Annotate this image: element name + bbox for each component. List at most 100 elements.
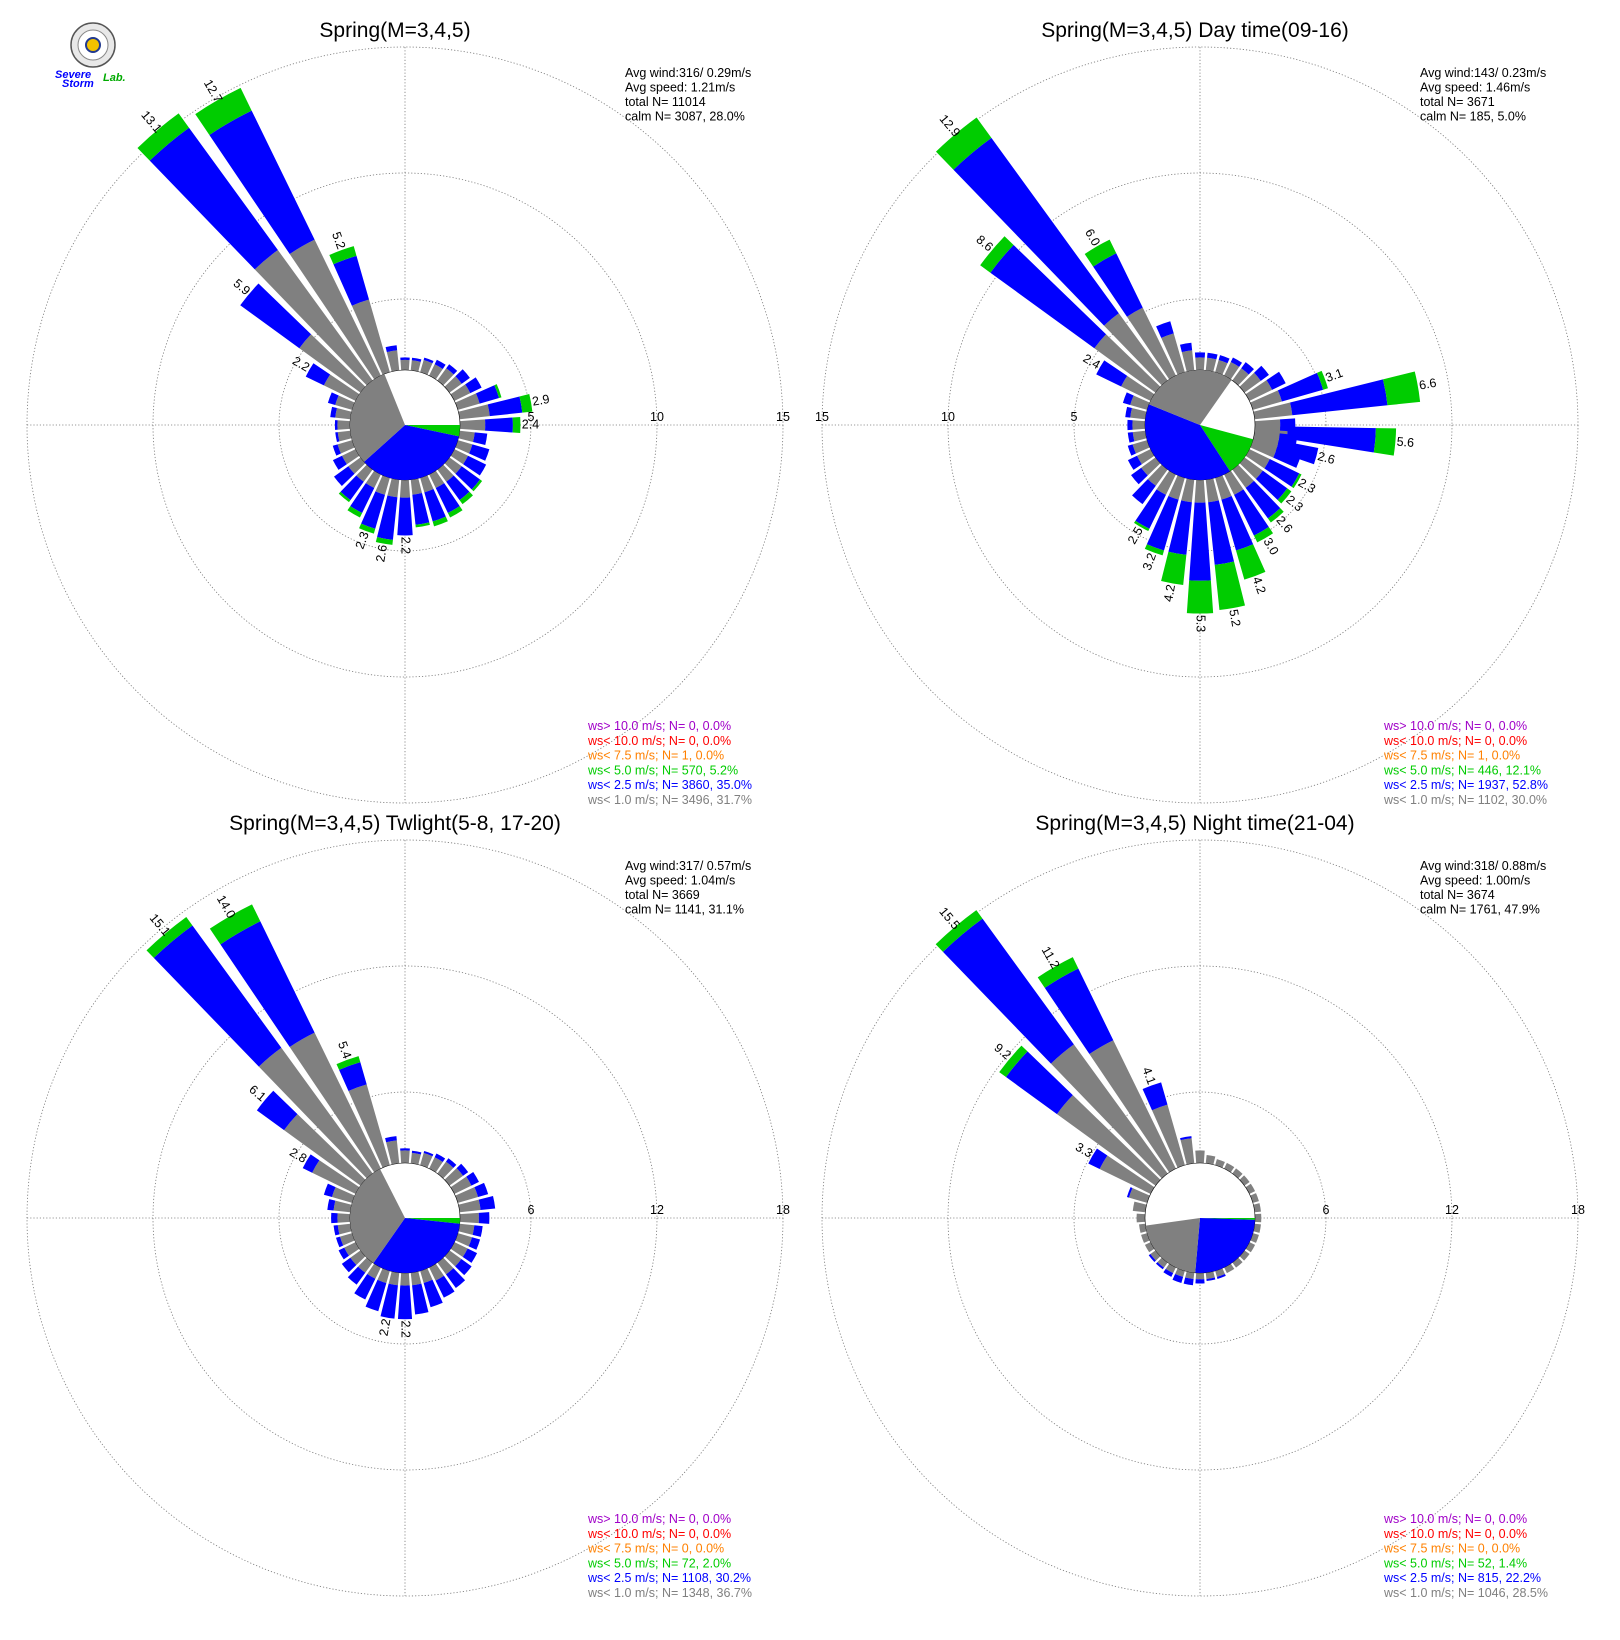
legend-entry-gray: ws< 1.0 m/s; N= 1046, 28.5% bbox=[1383, 1586, 1548, 1600]
petal-blue-segment bbox=[149, 127, 278, 270]
petal-gray-segment bbox=[1195, 1272, 1205, 1280]
petal-blue-segment bbox=[455, 1258, 472, 1276]
petal-gray-segment bbox=[1168, 475, 1185, 500]
petal-blue-segment bbox=[1132, 479, 1156, 505]
wind-rose-panel-3: Spring(M=3,4,5) Twlight(5-8, 17-20) 6 12 18… bbox=[26, 812, 790, 1600]
petal-gray-segment bbox=[429, 1157, 443, 1173]
petal-gray-segment bbox=[450, 1242, 468, 1257]
petal-gray-segment bbox=[1126, 307, 1176, 380]
petal-gray-segment bbox=[299, 334, 366, 393]
petal-blue-segment bbox=[462, 1248, 478, 1263]
wind-rose-panel-1: Spring(M=3,4,5)5 10 1513.112.75.25.92.22.9… bbox=[26, 19, 790, 807]
petal-blue-segment bbox=[1277, 433, 1298, 449]
petal-gray-segment bbox=[1250, 390, 1282, 410]
petal-blue-segment bbox=[333, 255, 370, 306]
petal-gray-segment bbox=[420, 1153, 433, 1168]
petal-blue-segment bbox=[474, 1182, 489, 1198]
petal-green-segment bbox=[1277, 488, 1292, 504]
petal-green-segment bbox=[1144, 544, 1165, 556]
petal-gray-segment bbox=[351, 299, 390, 375]
petal-gray-segment bbox=[337, 430, 352, 442]
logo-text-lab: Lab. bbox=[103, 72, 126, 84]
petal-gray-segment bbox=[1180, 1138, 1195, 1165]
petal-blue-segment bbox=[446, 475, 470, 501]
petal-gray-segment bbox=[455, 1187, 479, 1203]
petal-gray-segment bbox=[420, 1268, 433, 1283]
wind-rose-panel-2: Spring(M=3,4,5) Day time(09-16)5101512.9… bbox=[815, 19, 1579, 807]
petal-blue-segment bbox=[1207, 352, 1218, 360]
petal-blue-segment bbox=[1005, 1051, 1073, 1115]
petal-green-segment bbox=[338, 491, 351, 503]
petal-gray-segment bbox=[1132, 440, 1150, 454]
calm-pie-gray bbox=[350, 374, 405, 462]
petal-blue-segment bbox=[1286, 426, 1376, 453]
grid-ring-1 bbox=[1073, 298, 1327, 552]
petal-gray-segment bbox=[331, 1187, 355, 1203]
panel-title: Spring(M=3,4,5) Twlight(5-8, 17-20) bbox=[229, 812, 561, 835]
petal-gray-segment bbox=[1239, 1250, 1250, 1261]
petal-gray-segment bbox=[258, 1047, 373, 1179]
stats-line: Avg speed: 1.46m/s bbox=[1420, 81, 1530, 95]
petal-blue-segment bbox=[340, 475, 364, 501]
petal-gray-segment bbox=[444, 457, 462, 474]
legend-entry-red: ws< 10.0 m/s; N= 0, 0.0% bbox=[587, 1527, 731, 1541]
petal-gray-segment bbox=[1136, 1213, 1146, 1223]
petal-gray-segment bbox=[337, 1223, 352, 1235]
legend-entry-orange: ws< 7.5 m/s; N= 0, 0.0% bbox=[1383, 1542, 1520, 1556]
petal-value-label: 4.2 bbox=[1161, 583, 1178, 603]
petal-blue-segment bbox=[475, 385, 500, 404]
petal-gray-segment bbox=[1130, 408, 1147, 420]
petal-blue-segment bbox=[1280, 418, 1296, 432]
petal-gray-segment bbox=[399, 479, 411, 498]
petal-blue-segment bbox=[380, 1283, 398, 1319]
petal-value-label: 4.1 bbox=[1139, 1065, 1158, 1086]
petal-gray-segment bbox=[1253, 430, 1280, 445]
petal-gray-segment bbox=[1144, 1242, 1155, 1253]
legend-entry-orange: ws< 7.5 m/s; N= 1, 0.0% bbox=[1383, 749, 1520, 763]
petal-gray-segment bbox=[444, 1168, 464, 1186]
legend-entry-blue: ws< 2.5 m/s; N= 3860, 35.0% bbox=[587, 778, 752, 792]
petal-gray-segment bbox=[458, 404, 490, 420]
petal-blue-segment bbox=[1195, 1279, 1205, 1284]
petal-blue-segment bbox=[1163, 1268, 1174, 1277]
stats-line: total N= 3674 bbox=[1420, 888, 1495, 902]
petal-green-segment bbox=[494, 384, 502, 399]
stats-line: Avg wind:318/ 0.88m/s bbox=[1420, 859, 1546, 873]
legend-entry-orange: ws< 7.5 m/s; N= 1, 0.0% bbox=[587, 749, 724, 763]
petal-gray-segment bbox=[337, 440, 355, 454]
petal-gray-segment bbox=[356, 464, 373, 482]
petal-gray-segment bbox=[429, 364, 443, 380]
axis-tick-label: 15 bbox=[815, 410, 829, 424]
petal-gray-segment bbox=[1254, 1213, 1262, 1223]
petal-gray-segment bbox=[1099, 1155, 1155, 1194]
petal-blue-segment bbox=[1180, 1136, 1192, 1141]
petal-gray-segment bbox=[437, 1257, 454, 1275]
petal-gray-segment bbox=[455, 440, 473, 454]
petal-green-segment bbox=[1291, 473, 1302, 489]
petal-blue-segment bbox=[1179, 342, 1193, 353]
petal-gray-segment bbox=[1056, 1095, 1161, 1186]
stats-line: Avg speed: 1.00m/s bbox=[1420, 874, 1530, 888]
petal-blue-segment bbox=[1230, 357, 1243, 367]
grid-ring-1 bbox=[278, 1091, 532, 1345]
axis-tick-label: 18 bbox=[776, 1203, 790, 1217]
grid-ring-3 bbox=[26, 839, 784, 1597]
petal-blue-segment bbox=[1189, 502, 1211, 581]
petal-blue-segment bbox=[1206, 1277, 1216, 1282]
petal-gray-segment bbox=[348, 457, 366, 474]
stats-line: calm N= 1761, 47.9% bbox=[1420, 903, 1540, 917]
legend-entry-gray: ws< 1.0 m/s; N= 1102, 30.0% bbox=[1383, 793, 1547, 807]
petal-blue-segment bbox=[330, 406, 337, 418]
petal-blue-segment bbox=[1156, 321, 1174, 338]
petal-gray-segment bbox=[1139, 1223, 1147, 1233]
petal-gray-segment bbox=[289, 1032, 381, 1173]
petal-blue-segment bbox=[354, 1274, 376, 1300]
petal-blue-segment bbox=[1172, 1274, 1184, 1283]
petal-blue-segment bbox=[333, 1225, 340, 1236]
petal-blue-segment bbox=[1168, 500, 1192, 555]
legend-entry-red: ws< 10.0 m/s; N= 0, 0.0% bbox=[587, 734, 731, 748]
petal-gray-segment bbox=[1094, 334, 1161, 393]
petal-blue-segment bbox=[423, 1279, 443, 1308]
petal-gray-segment bbox=[1136, 449, 1155, 465]
petal-gray-segment bbox=[1250, 440, 1278, 458]
